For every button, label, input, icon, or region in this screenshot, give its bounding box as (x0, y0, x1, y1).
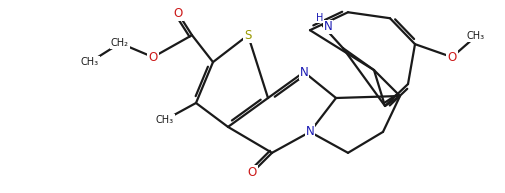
Text: CH₂: CH₂ (111, 38, 129, 48)
Text: O: O (247, 166, 257, 179)
Text: N: N (306, 125, 315, 138)
Text: S: S (244, 29, 251, 42)
Text: CH₃: CH₃ (81, 57, 99, 67)
Text: N: N (299, 66, 309, 79)
Text: H: H (316, 13, 323, 23)
Text: O: O (148, 51, 158, 64)
Text: N: N (324, 20, 332, 33)
Text: O: O (173, 7, 183, 20)
Text: O: O (447, 51, 457, 64)
Text: CH₃: CH₃ (467, 31, 485, 41)
Text: CH₃: CH₃ (156, 115, 174, 125)
